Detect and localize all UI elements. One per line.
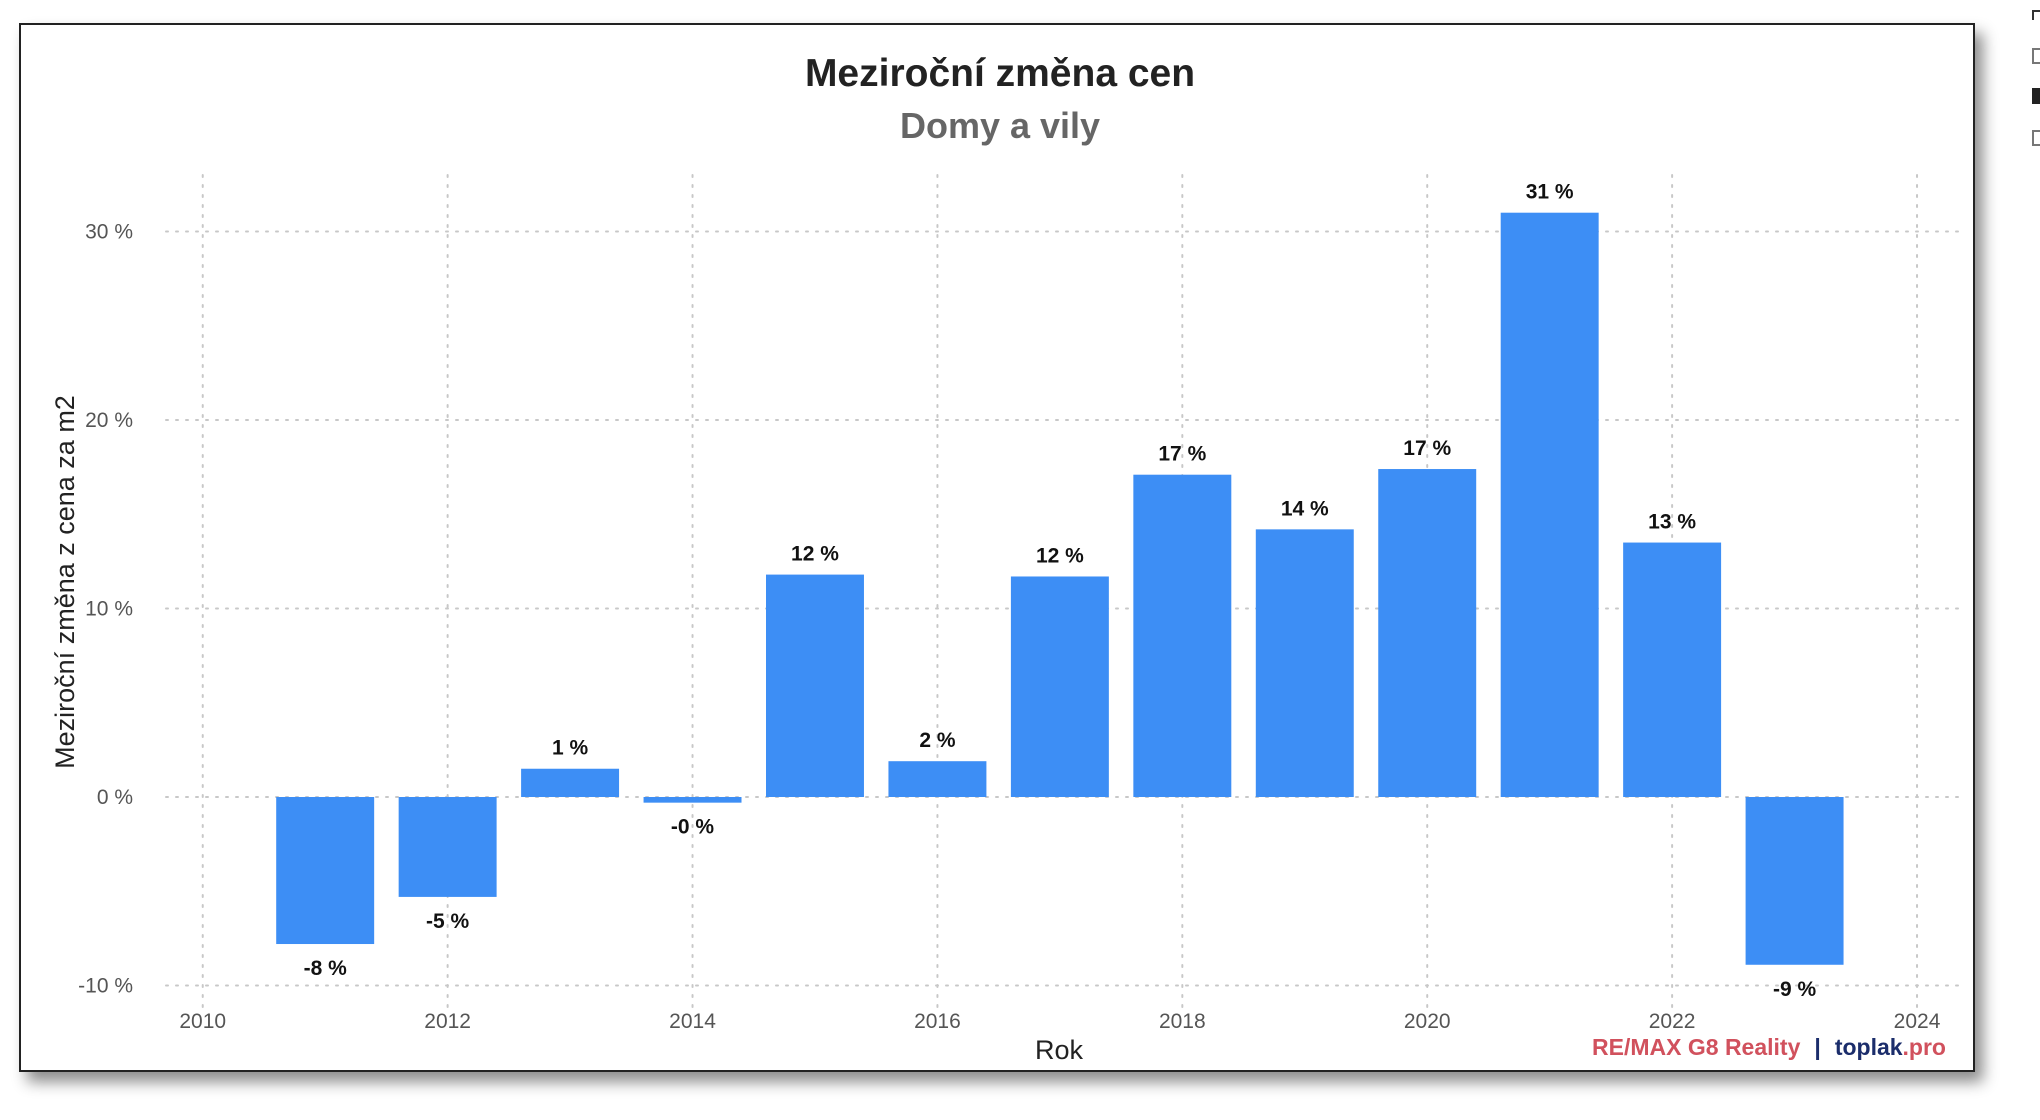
x-tick-label: 2020 bbox=[1404, 1010, 1451, 1033]
bar[interactable] bbox=[1378, 469, 1477, 798]
bar[interactable] bbox=[766, 574, 864, 798]
bar-value-label: 31 % bbox=[1526, 181, 1574, 204]
bar[interactable] bbox=[1133, 474, 1232, 798]
side-chip-1 bbox=[2032, 10, 2040, 20]
bar-value-label: 14 % bbox=[1281, 497, 1329, 520]
x-tick-label: 2022 bbox=[1649, 1010, 1696, 1033]
bar[interactable] bbox=[1623, 542, 1722, 798]
credit-separator: | bbox=[1814, 1034, 1820, 1060]
y-axis-ticks: -10 % 0 % 10 % 20 % 30 % bbox=[78, 221, 133, 998]
bar-value-label: -8 % bbox=[304, 957, 348, 980]
y-tick-label: 30 % bbox=[85, 221, 133, 244]
x-tick-label: 2012 bbox=[424, 1010, 471, 1033]
credit-site-tld: .pro bbox=[1903, 1034, 1946, 1060]
bar[interactable] bbox=[1010, 576, 1109, 798]
bar[interactable] bbox=[398, 797, 497, 897]
x-axis-ticks: 2010 2012 2014 2016 2018 2020 2022 2024 bbox=[179, 1010, 1940, 1033]
bar-value-label: 17 % bbox=[1403, 437, 1451, 460]
side-checkbox-2[interactable] bbox=[2032, 88, 2040, 104]
x-tick-label: 2010 bbox=[179, 1010, 226, 1033]
x-axis-label: Rok bbox=[1035, 1035, 1084, 1065]
chart-title: Meziroční změna cen bbox=[805, 52, 1195, 95]
x-tick-label: 2016 bbox=[914, 1010, 961, 1033]
y-tick-label: -10 % bbox=[78, 974, 133, 997]
x-tick-label: 2014 bbox=[669, 1010, 716, 1033]
bar-value-label: 12 % bbox=[1036, 544, 1084, 567]
bar-value-label: 2 % bbox=[919, 729, 956, 752]
side-checkbox-3[interactable] bbox=[2032, 130, 2040, 146]
credit-line: RE/MAX G8 Reality | toplak.pro bbox=[1592, 1034, 1946, 1060]
credit-brand: RE/MAX G8 Reality bbox=[1592, 1034, 1801, 1060]
side-checkbox-1[interactable] bbox=[2032, 48, 2040, 64]
bar[interactable] bbox=[1745, 797, 1844, 965]
y-axis-label: Meziroční změna z cena za m2 bbox=[50, 395, 80, 769]
data-labels: -8 % -5 % 1 % -0 % 12 % 2 % 12 % 17 % 14 % 17 % 31… bbox=[304, 181, 1817, 1001]
x-tick-label: 2024 bbox=[1894, 1010, 1941, 1033]
bar-value-label: -0 % bbox=[671, 816, 715, 839]
bar-value-label: -9 % bbox=[1773, 978, 1817, 1001]
x-tick-label: 2018 bbox=[1159, 1010, 1206, 1033]
bar-value-label: 13 % bbox=[1648, 511, 1696, 534]
bar[interactable] bbox=[1500, 212, 1599, 798]
y-tick-label: 0 % bbox=[97, 786, 133, 809]
bar-value-label: 12 % bbox=[791, 543, 839, 566]
y-tick-label: 20 % bbox=[85, 409, 133, 432]
bar-value-label: 17 % bbox=[1158, 443, 1206, 466]
credit-site-name: toplak bbox=[1835, 1034, 1903, 1060]
chart-frame: -8 % -5 % 1 % -0 % 12 % 2 % 12 % 17 % 14 % 17 % 31… bbox=[19, 23, 1975, 1072]
bar[interactable] bbox=[276, 797, 375, 945]
bar-value-label: 1 % bbox=[552, 737, 589, 760]
y-tick-label: 10 % bbox=[85, 598, 133, 621]
chart-canvas: -8 % -5 % 1 % -0 % 12 % 2 % 12 % 17 % 14 % 17 % 31… bbox=[50, 52, 1967, 1065]
bar[interactable] bbox=[1255, 529, 1354, 798]
bars bbox=[276, 212, 1844, 965]
chart-subtitle: Domy a vily bbox=[900, 105, 1100, 146]
bar-value-label: -5 % bbox=[426, 910, 470, 933]
side-panel-edge bbox=[2028, 0, 2040, 160]
bar[interactable] bbox=[643, 797, 742, 803]
bar[interactable] bbox=[888, 761, 987, 798]
bar[interactable] bbox=[521, 768, 620, 798]
